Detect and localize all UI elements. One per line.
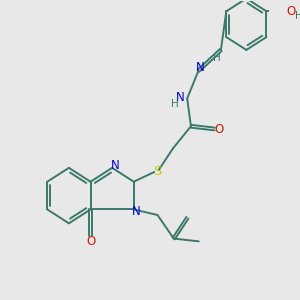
Text: H: H [213, 53, 221, 63]
Text: O: O [287, 5, 296, 18]
Text: O: O [86, 235, 95, 248]
Text: O: O [214, 124, 224, 136]
Text: S: S [153, 164, 161, 178]
Text: H: H [295, 11, 300, 21]
Text: N: N [176, 91, 184, 104]
Text: H: H [171, 99, 178, 110]
Text: N: N [110, 159, 119, 172]
Text: N: N [196, 61, 205, 74]
Text: N: N [132, 205, 141, 218]
